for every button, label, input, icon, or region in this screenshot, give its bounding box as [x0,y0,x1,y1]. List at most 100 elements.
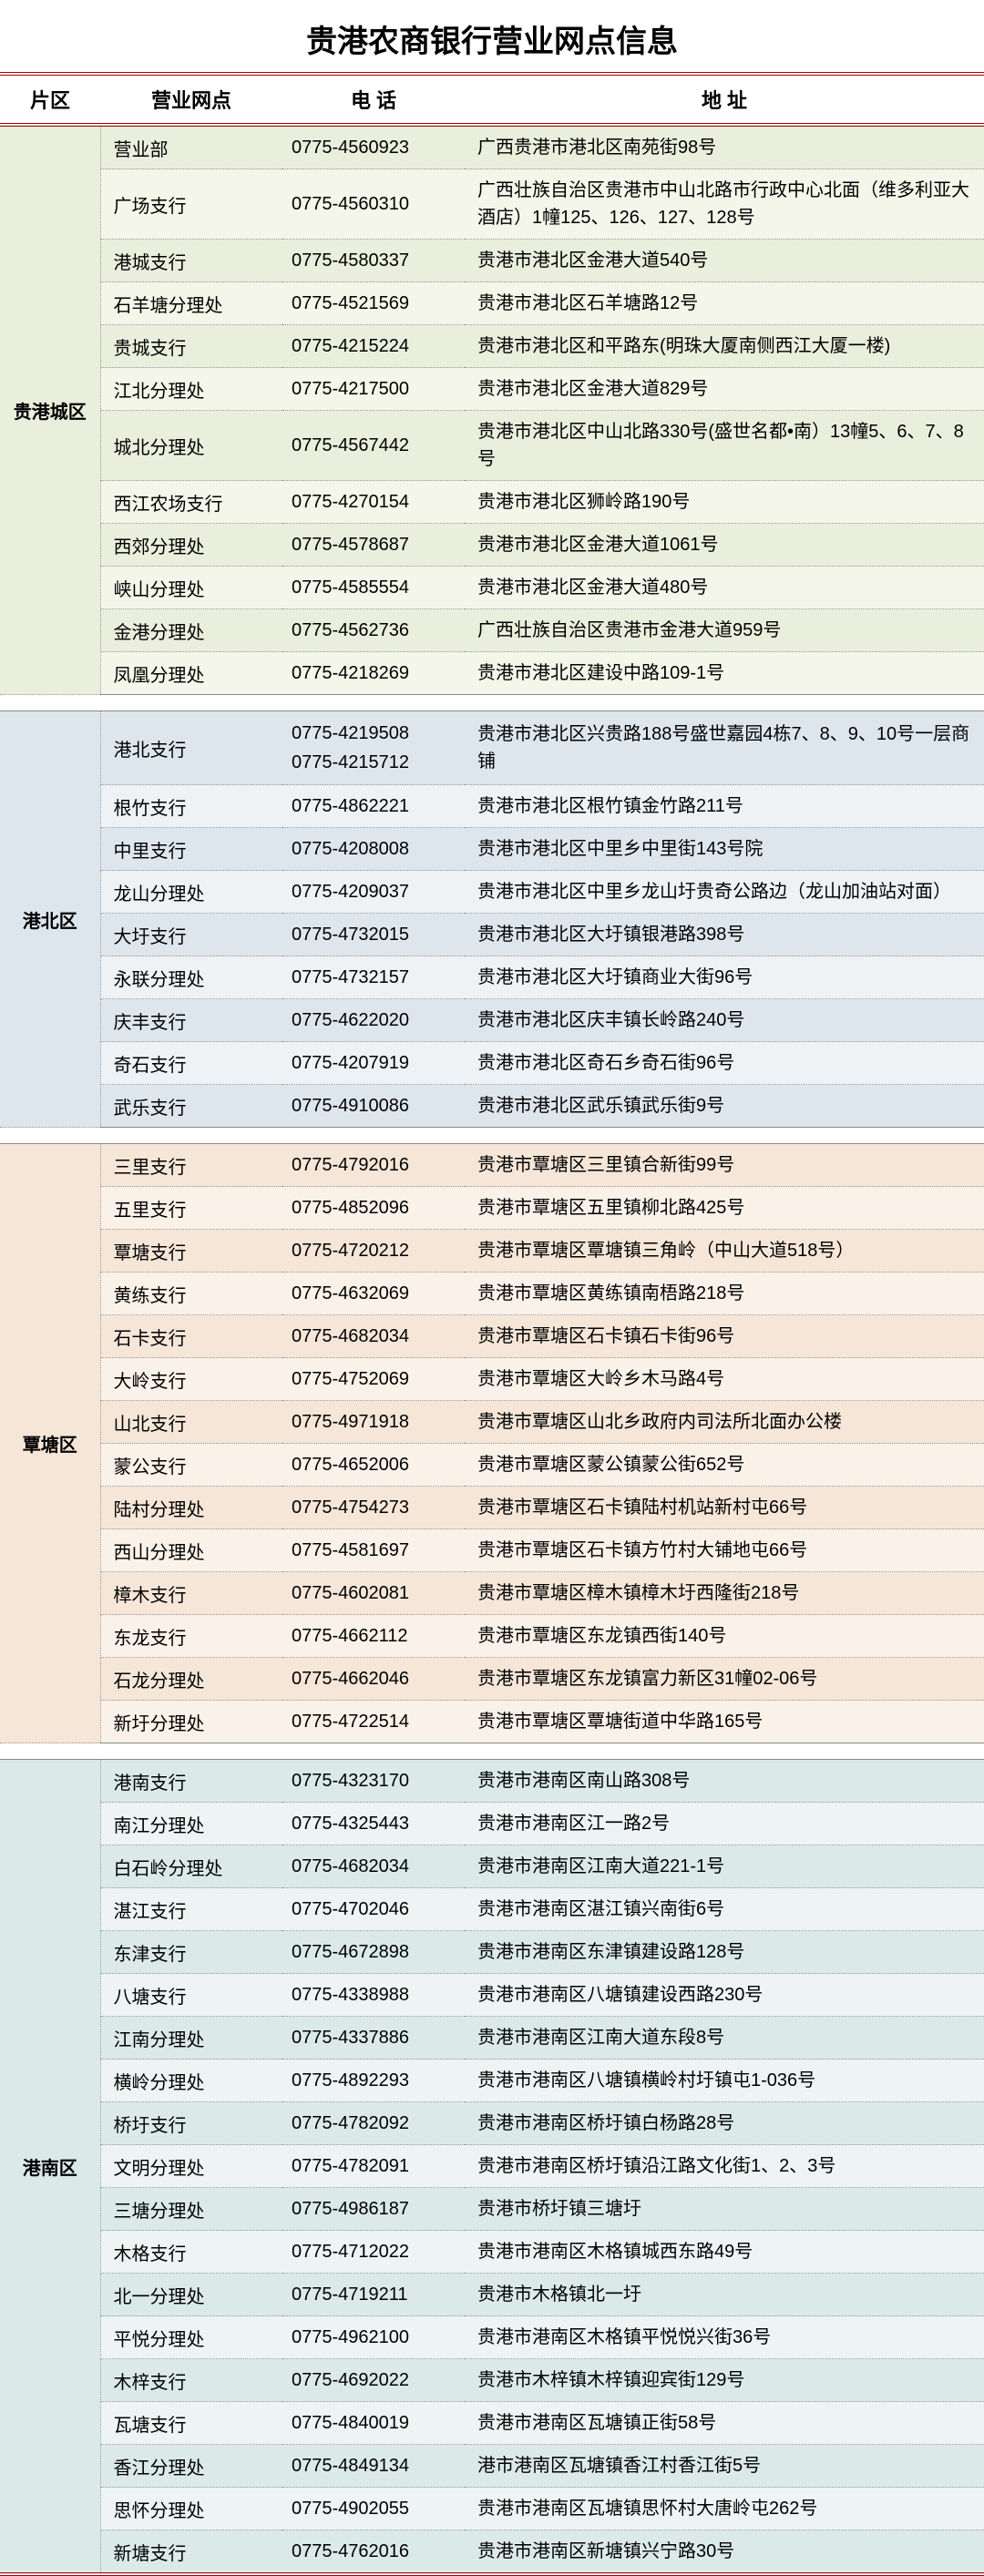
phone-cell: 0775-4732157 [282,956,465,999]
table-row: 根竹支行0775-4862221贵港市港北区根竹镇金竹路211号 [0,785,984,828]
address-cell: 贵港市港北区庆丰镇长岭路240号 [465,999,984,1042]
address-cell: 贵港市港南区瓦塘镇正街58号 [465,2402,984,2445]
phone-cell: 0775-4209037 [282,871,465,914]
branch-cell: 香江分理处 [100,2445,282,2488]
table-row: 八塘支行0775-4338988贵港市港南区八塘镇建设西路230号 [0,1974,984,2017]
branch-cell: 蒙公支行 [100,1444,282,1487]
address-cell: 贵港市港南区木格镇平悦悦兴街36号 [465,2316,984,2359]
phone-cell: 0775-4986187 [282,2188,465,2231]
phone-cell: 0775-4622020 [282,999,465,1042]
phone-cell: 0775-4862221 [282,785,465,828]
branch-cell: 凤凰分理处 [100,652,282,695]
branch-cell: 石卡支行 [100,1315,282,1358]
table-row: 贵港城区营业部0775-4560923广西贵港市港北区南苑街98号 [0,125,984,169]
address-cell: 贵港市港北区金港大道540号 [465,240,984,282]
table-row: 木梓支行0775-4692022贵港市木梓镇木梓镇迎宾街129号 [0,2359,984,2402]
header-branch: 营业网点 [100,74,282,125]
branch-cell: 大圩支行 [100,914,282,956]
address-cell: 贵港市港北区狮岭路190号 [465,481,984,524]
address-cell: 贵港市覃塘区黄练镇南梧路218号 [465,1273,984,1315]
address-cell: 贵港市覃塘区石卡镇方竹村大铺地屯66号 [465,1529,984,1572]
address-cell: 贵港市港北区大圩镇银港路398号 [465,914,984,956]
phone-cell: 0775-4682034 [282,1845,465,1888]
branch-cell: 峡山分理处 [100,567,282,609]
table-row: 大圩支行0775-4732015贵港市港北区大圩镇银港路398号 [0,914,984,956]
branch-cell: 港北支行 [100,711,282,785]
address-cell: 贵港市港南区八塘镇横岭村圩镇屯1-036号 [465,2060,984,2102]
branch-cell: 新塘支行 [100,2530,282,2575]
phone-cell: 0775-4712022 [282,2231,465,2274]
table-row: 南江分理处0775-4325443贵港市港南区江一路2号 [0,1803,984,1845]
section-gap [0,1743,984,1760]
phone-cell: 0775-4560310 [282,169,465,240]
address-cell: 贵港市港南区瓦塘镇思怀村大唐岭屯262号 [465,2488,984,2530]
branch-cell: 思怀分理处 [100,2488,282,2530]
branch-cell: 平悦分理处 [100,2316,282,2359]
address-cell: 广西贵港市港北区南苑街98号 [465,125,984,169]
table-row: 瓦塘支行0775-4840019贵港市港南区瓦塘镇正街58号 [0,2402,984,2445]
area-cell: 港北区 [0,711,100,1128]
phone-cell: 0775-4562736 [282,609,465,652]
phone-cell: 0775-4762016 [282,2530,465,2575]
branch-cell: 中里支行 [100,828,282,871]
address-cell: 贵港市覃塘区大岭乡木马路4号 [465,1358,984,1401]
address-cell: 贵港市港北区金港大道480号 [465,567,984,609]
table-row: 陆村分理处0775-4754273贵港市覃塘区石卡镇陆村机站新村屯66号 [0,1487,984,1529]
phone-cell: 0775-4567442 [282,411,465,481]
branch-cell: 西山分理处 [100,1529,282,1572]
branch-cell: 大岭支行 [100,1358,282,1401]
table-row: 樟木支行0775-4602081贵港市覃塘区樟木镇樟木圩西隆街218号 [0,1572,984,1615]
table-row: 港北区港北支行0775-42195080775-4215712贵港市港北区兴贵路… [0,711,984,785]
table-row: 横岭分理处0775-4892293贵港市港南区八塘镇横岭村圩镇屯1-036号 [0,2060,984,2102]
branch-cell: 瓦塘支行 [100,2402,282,2445]
table-row: 木格支行0775-4712022贵港市港南区木格镇城西东路49号 [0,2231,984,2274]
branch-cell: 龙山分理处 [100,871,282,914]
phone-cell: 0775-4662112 [282,1615,465,1658]
branch-cell: 东龙支行 [100,1615,282,1658]
address-cell: 贵港市港北区大圩镇商业大街96号 [465,956,984,999]
address-cell: 贵港市港南区桥圩镇沿江路文化街1、2、3号 [465,2145,984,2188]
table-row: 思怀分理处0775-4902055贵港市港南区瓦塘镇思怀村大唐岭屯262号 [0,2488,984,2530]
table-row: 江南分理处0775-4337886贵港市港南区江南大道东段8号 [0,2017,984,2060]
table-row: 金港分理处0775-4562736广西壮族自治区贵港市金港大道959号 [0,609,984,652]
address-cell: 贵港市覃塘区石卡镇陆村机站新村屯66号 [465,1487,984,1529]
page-title: 贵港农商银行营业网点信息 [0,0,984,72]
phone-cell: 0775-4521569 [282,282,465,325]
branch-cell: 港城支行 [100,240,282,282]
phone-cell: 0775-4692022 [282,2359,465,2402]
phone-cell: 0775-4662046 [282,1658,465,1701]
branch-cell: 陆村分理处 [100,1487,282,1529]
address-cell: 贵港市港北区奇石乡奇石街96号 [465,1042,984,1085]
table-row: 大岭支行0775-4752069贵港市覃塘区大岭乡木马路4号 [0,1358,984,1401]
table-row: 永联分理处0775-4732157贵港市港北区大圩镇商业大街96号 [0,956,984,999]
phone-cell: 0775-4719211 [282,2274,465,2316]
area-cell: 港南区 [0,1760,100,2575]
table-row: 白石岭分理处0775-4682034贵港市港南区江南大道221-1号 [0,1845,984,1888]
table-row: 山北支行0775-4971918贵港市覃塘区山北乡政府内司法所北面办公楼 [0,1401,984,1444]
address-cell: 贵港市港北区兴贵路188号盛世嘉园4栋7、8、9、10号一层商铺 [465,711,984,785]
phone-cell: 0775-4792016 [282,1144,465,1187]
table-row: 东龙支行0775-4662112贵港市覃塘区东龙镇西街140号 [0,1615,984,1658]
address-cell: 贵港市港北区根竹镇金竹路211号 [465,785,984,828]
phone-cell: 0775-4215224 [282,325,465,368]
address-cell: 贵港市港南区江南大道东段8号 [465,2017,984,2060]
table-row: 三塘分理处0775-4986187贵港市桥圩镇三塘圩 [0,2188,984,2231]
phone-cell: 0775-4971918 [282,1401,465,1444]
phone-cell: 0775-4325443 [282,1803,465,1845]
table-row: 峡山分理处0775-4585554贵港市港北区金港大道480号 [0,567,984,609]
phone-cell: 0775-4337886 [282,2017,465,2060]
branch-cell: 城北分理处 [100,411,282,481]
branch-cell: 永联分理处 [100,956,282,999]
phone-cell: 0775-4782092 [282,2102,465,2145]
branch-cell: 石龙分理处 [100,1658,282,1701]
branch-cell: 奇石支行 [100,1042,282,1085]
branch-cell: 白石岭分理处 [100,1845,282,1888]
address-cell: 贵港市覃塘区石卡镇石卡街96号 [465,1315,984,1358]
table-row: 奇石支行0775-4207919贵港市港北区奇石乡奇石街96号 [0,1042,984,1085]
phone-cell: 0775-4672898 [282,1931,465,1974]
branch-cell: 横岭分理处 [100,2060,282,2102]
branch-cell: 樟木支行 [100,1572,282,1615]
address-cell: 贵港市木梓镇木梓镇迎宾街129号 [465,2359,984,2402]
table-row: 湛江支行0775-4702046贵港市港南区湛江镇兴南街6号 [0,1888,984,1931]
phone-cell: 0775-4910086 [282,1085,465,1128]
